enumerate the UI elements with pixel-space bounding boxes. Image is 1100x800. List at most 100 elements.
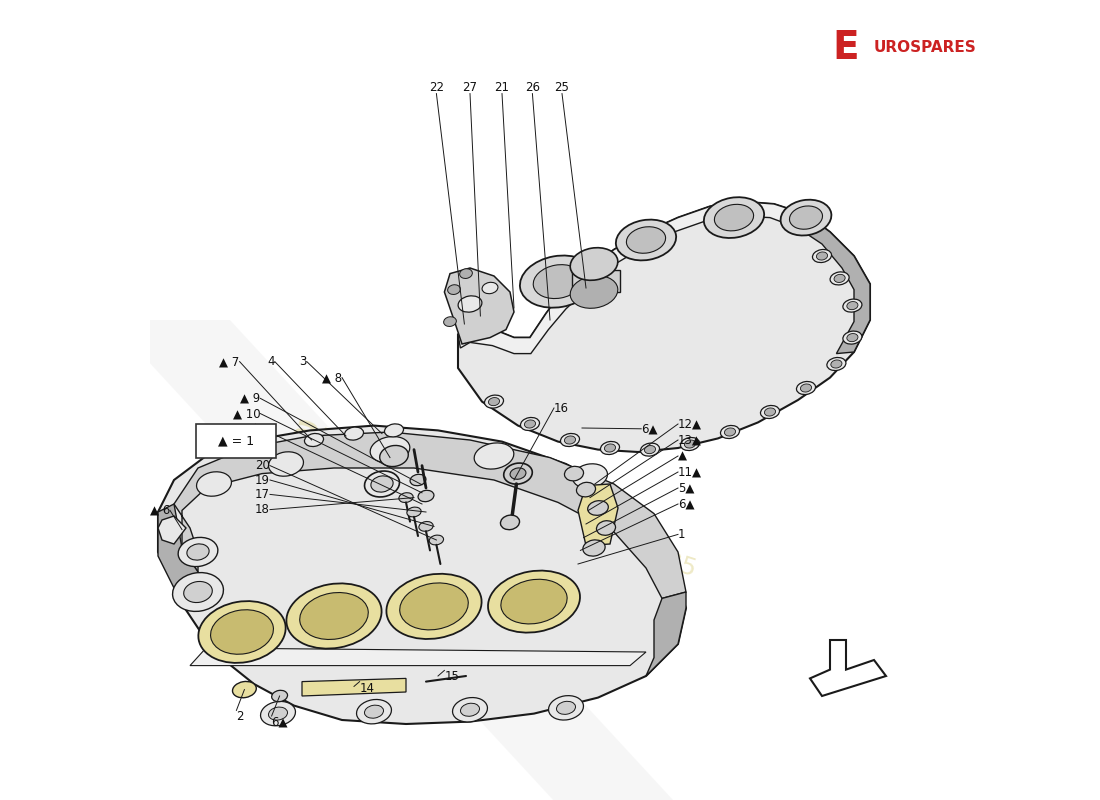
Text: ▲ 7: ▲ 7 <box>219 355 240 368</box>
Text: ▲ 10: ▲ 10 <box>233 407 261 420</box>
Ellipse shape <box>564 466 583 481</box>
Ellipse shape <box>418 490 433 502</box>
Text: auto-doc: auto-doc <box>285 408 495 512</box>
Text: 25: 25 <box>554 81 570 94</box>
Ellipse shape <box>720 426 739 438</box>
Ellipse shape <box>520 418 539 430</box>
Ellipse shape <box>500 515 519 530</box>
Text: 6▲: 6▲ <box>641 422 658 435</box>
Ellipse shape <box>344 427 363 440</box>
Text: 15: 15 <box>444 670 460 683</box>
Ellipse shape <box>198 601 286 663</box>
Text: 26: 26 <box>525 81 540 94</box>
Ellipse shape <box>460 269 472 278</box>
Ellipse shape <box>596 521 616 535</box>
Ellipse shape <box>576 482 595 497</box>
Text: 20: 20 <box>255 459 270 472</box>
Text: ▲ 9: ▲ 9 <box>240 392 261 405</box>
Text: 2: 2 <box>236 710 244 723</box>
Ellipse shape <box>364 705 384 718</box>
Polygon shape <box>302 678 406 696</box>
Text: 5▲: 5▲ <box>678 482 694 494</box>
Ellipse shape <box>626 226 666 254</box>
Polygon shape <box>798 214 870 354</box>
Ellipse shape <box>482 282 498 294</box>
Ellipse shape <box>725 428 736 436</box>
Ellipse shape <box>684 440 695 448</box>
Ellipse shape <box>510 468 526 479</box>
Ellipse shape <box>504 463 532 484</box>
Ellipse shape <box>564 436 575 444</box>
Ellipse shape <box>549 696 583 720</box>
Ellipse shape <box>488 570 580 633</box>
Ellipse shape <box>305 434 323 446</box>
Polygon shape <box>578 484 618 546</box>
Text: 19: 19 <box>255 474 270 486</box>
Ellipse shape <box>299 593 369 639</box>
Ellipse shape <box>790 206 823 230</box>
Ellipse shape <box>601 442 619 454</box>
Polygon shape <box>158 426 686 724</box>
Text: parts since 1985: parts since 1985 <box>580 287 808 385</box>
Ellipse shape <box>827 358 846 370</box>
Text: 3: 3 <box>299 355 307 368</box>
Ellipse shape <box>681 438 700 450</box>
Polygon shape <box>158 516 186 544</box>
Text: 18: 18 <box>255 503 270 516</box>
Ellipse shape <box>268 707 287 720</box>
Polygon shape <box>458 202 870 452</box>
Polygon shape <box>158 504 198 610</box>
Ellipse shape <box>452 698 487 722</box>
Ellipse shape <box>272 690 287 702</box>
Ellipse shape <box>843 299 862 312</box>
Polygon shape <box>190 648 646 666</box>
Ellipse shape <box>448 285 461 294</box>
Polygon shape <box>810 640 886 696</box>
Text: 1: 1 <box>678 528 685 541</box>
Ellipse shape <box>796 382 815 394</box>
Ellipse shape <box>760 406 780 418</box>
Ellipse shape <box>484 395 504 408</box>
Text: ▲: ▲ <box>678 450 688 462</box>
Ellipse shape <box>557 702 575 714</box>
Ellipse shape <box>286 583 382 649</box>
Ellipse shape <box>461 703 480 716</box>
Ellipse shape <box>407 507 421 517</box>
Polygon shape <box>174 432 686 598</box>
FancyBboxPatch shape <box>197 424 276 458</box>
Ellipse shape <box>561 434 580 446</box>
Ellipse shape <box>764 408 776 416</box>
Ellipse shape <box>604 444 616 452</box>
Text: 21: 21 <box>495 81 509 94</box>
Text: 22: 22 <box>429 81 444 94</box>
Ellipse shape <box>173 573 223 611</box>
Polygon shape <box>646 592 686 676</box>
Text: 6▲: 6▲ <box>272 716 288 729</box>
Ellipse shape <box>419 522 433 531</box>
Ellipse shape <box>830 360 842 368</box>
Ellipse shape <box>178 538 218 566</box>
Ellipse shape <box>268 452 304 476</box>
Text: auto parts since 1985: auto parts since 1985 <box>432 474 700 582</box>
Ellipse shape <box>364 471 399 497</box>
Polygon shape <box>458 202 806 354</box>
Ellipse shape <box>781 200 832 235</box>
Ellipse shape <box>534 265 583 298</box>
Ellipse shape <box>816 252 827 260</box>
Text: 6▲: 6▲ <box>678 498 694 510</box>
Ellipse shape <box>187 544 209 560</box>
Text: 12▲: 12▲ <box>678 418 702 430</box>
Polygon shape <box>572 270 619 292</box>
Text: 13▲: 13▲ <box>678 434 702 446</box>
Ellipse shape <box>371 437 410 462</box>
Ellipse shape <box>197 472 231 496</box>
Ellipse shape <box>429 535 443 545</box>
Ellipse shape <box>645 446 656 454</box>
Ellipse shape <box>704 198 764 238</box>
Ellipse shape <box>210 610 274 654</box>
Ellipse shape <box>232 682 256 698</box>
Ellipse shape <box>801 384 812 392</box>
Ellipse shape <box>520 255 596 308</box>
Ellipse shape <box>847 334 858 342</box>
Polygon shape <box>110 320 710 800</box>
